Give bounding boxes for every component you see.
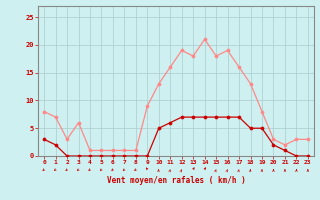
X-axis label: Vent moyen/en rafales ( km/h ): Vent moyen/en rafales ( km/h ): [107, 176, 245, 185]
